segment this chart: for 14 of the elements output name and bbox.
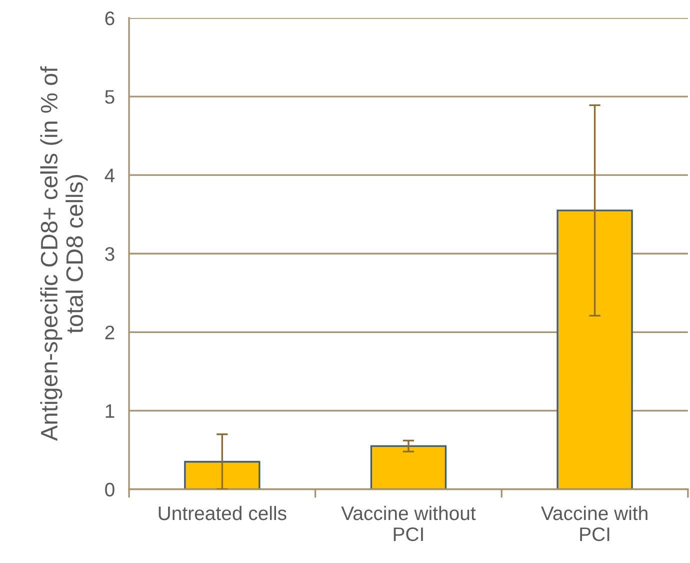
y-tick-label: 2 <box>105 326 114 340</box>
y-tick-label: 4 <box>104 168 115 182</box>
bar <box>370 445 447 490</box>
y-tick-label: 5 <box>105 90 114 104</box>
y-tick-label: 6 <box>105 11 114 26</box>
y-tick-label: 0 <box>105 482 114 496</box>
y-tick-label: 3 <box>105 247 114 261</box>
y-axis-title: Antigen-specific CD8+ cells (in % of total CD8 cells) <box>40 66 88 441</box>
x-tick-label: Vaccine with PCI <box>541 506 648 542</box>
bar <box>556 210 633 490</box>
y-tick-label: 1 <box>106 404 114 418</box>
x-tick-label: Vaccine without PCI <box>341 506 476 542</box>
x-tick-label: Untreated cells <box>158 506 286 520</box>
bar <box>184 460 260 490</box>
